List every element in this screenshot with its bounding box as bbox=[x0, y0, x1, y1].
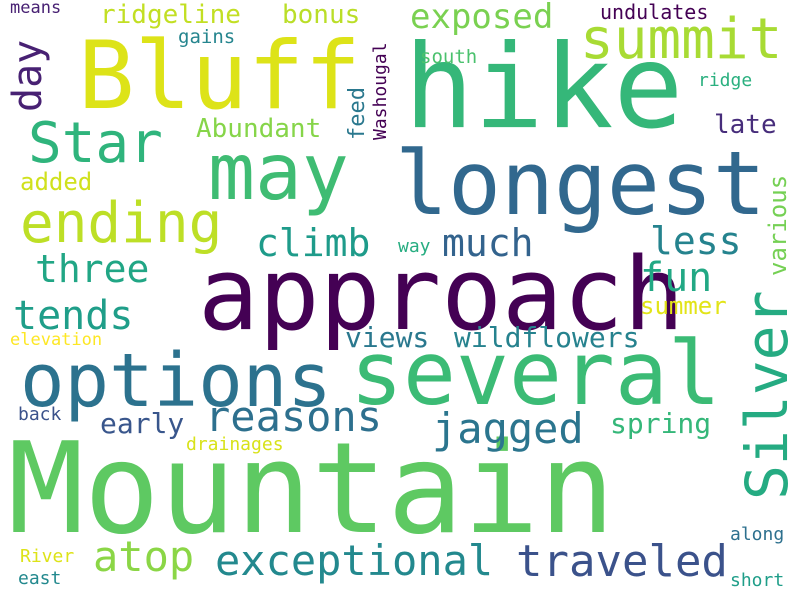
word-drainages: drainages bbox=[186, 434, 284, 455]
word-feed: feed bbox=[345, 87, 370, 140]
word-gains: gains bbox=[178, 26, 236, 48]
word-along: along bbox=[730, 524, 785, 545]
word-hike: hike bbox=[404, 20, 684, 155]
word-ending: ending bbox=[20, 191, 223, 256]
word-spring: spring bbox=[610, 407, 712, 440]
word-river: River bbox=[20, 546, 75, 567]
word-tends: tends bbox=[13, 293, 134, 339]
word-options: options bbox=[20, 338, 332, 424]
word-bonus: bonus bbox=[282, 0, 361, 30]
word-traveled: traveled bbox=[516, 536, 728, 587]
word-fun: fun bbox=[640, 255, 713, 301]
word-east: east bbox=[18, 568, 62, 589]
word-mountain: Mountain bbox=[8, 415, 615, 562]
word-jagged: jagged bbox=[432, 404, 584, 453]
word-various: various bbox=[764, 174, 792, 276]
word-exceptional: exceptional bbox=[215, 536, 494, 585]
word-wildflowers: wildflowers bbox=[454, 321, 640, 354]
word-views: views bbox=[345, 321, 430, 354]
word-star: Star bbox=[28, 111, 163, 176]
word-several: several bbox=[350, 322, 721, 425]
word-back: back bbox=[18, 404, 62, 425]
word-much: much bbox=[442, 221, 534, 265]
word-south: south bbox=[420, 46, 478, 68]
word-three: three bbox=[35, 247, 150, 291]
word-way: way bbox=[398, 236, 431, 257]
word-undulates: undulates bbox=[600, 0, 709, 24]
word-means: means bbox=[10, 0, 62, 18]
word-ridge: ridge bbox=[698, 70, 753, 91]
word-longest: longest bbox=[395, 132, 766, 235]
word-less: less bbox=[650, 219, 742, 263]
word-added: added bbox=[20, 168, 93, 196]
word-exposed: exposed bbox=[410, 0, 554, 37]
word-washougal: Washougal bbox=[370, 42, 391, 140]
word-silver: Silver bbox=[733, 290, 800, 500]
word-atop: atop bbox=[93, 532, 195, 581]
word-abundant: Abundant bbox=[196, 114, 322, 144]
word-late: late bbox=[714, 110, 777, 140]
word-ridgeline: ridgeline bbox=[100, 0, 241, 30]
word-day: day bbox=[5, 39, 51, 112]
word-summit: summit bbox=[580, 7, 783, 72]
word-climb: climb bbox=[256, 221, 371, 265]
word-early: early bbox=[100, 407, 185, 440]
word-may: may bbox=[208, 128, 349, 218]
word-approach: approach bbox=[198, 235, 685, 353]
word-elevation: elevation bbox=[10, 330, 103, 350]
word-short: short bbox=[730, 570, 785, 591]
word-bluff: Bluff bbox=[78, 22, 361, 131]
word-reasons: reasons bbox=[205, 392, 383, 441]
word-summer: summer bbox=[640, 292, 727, 320]
